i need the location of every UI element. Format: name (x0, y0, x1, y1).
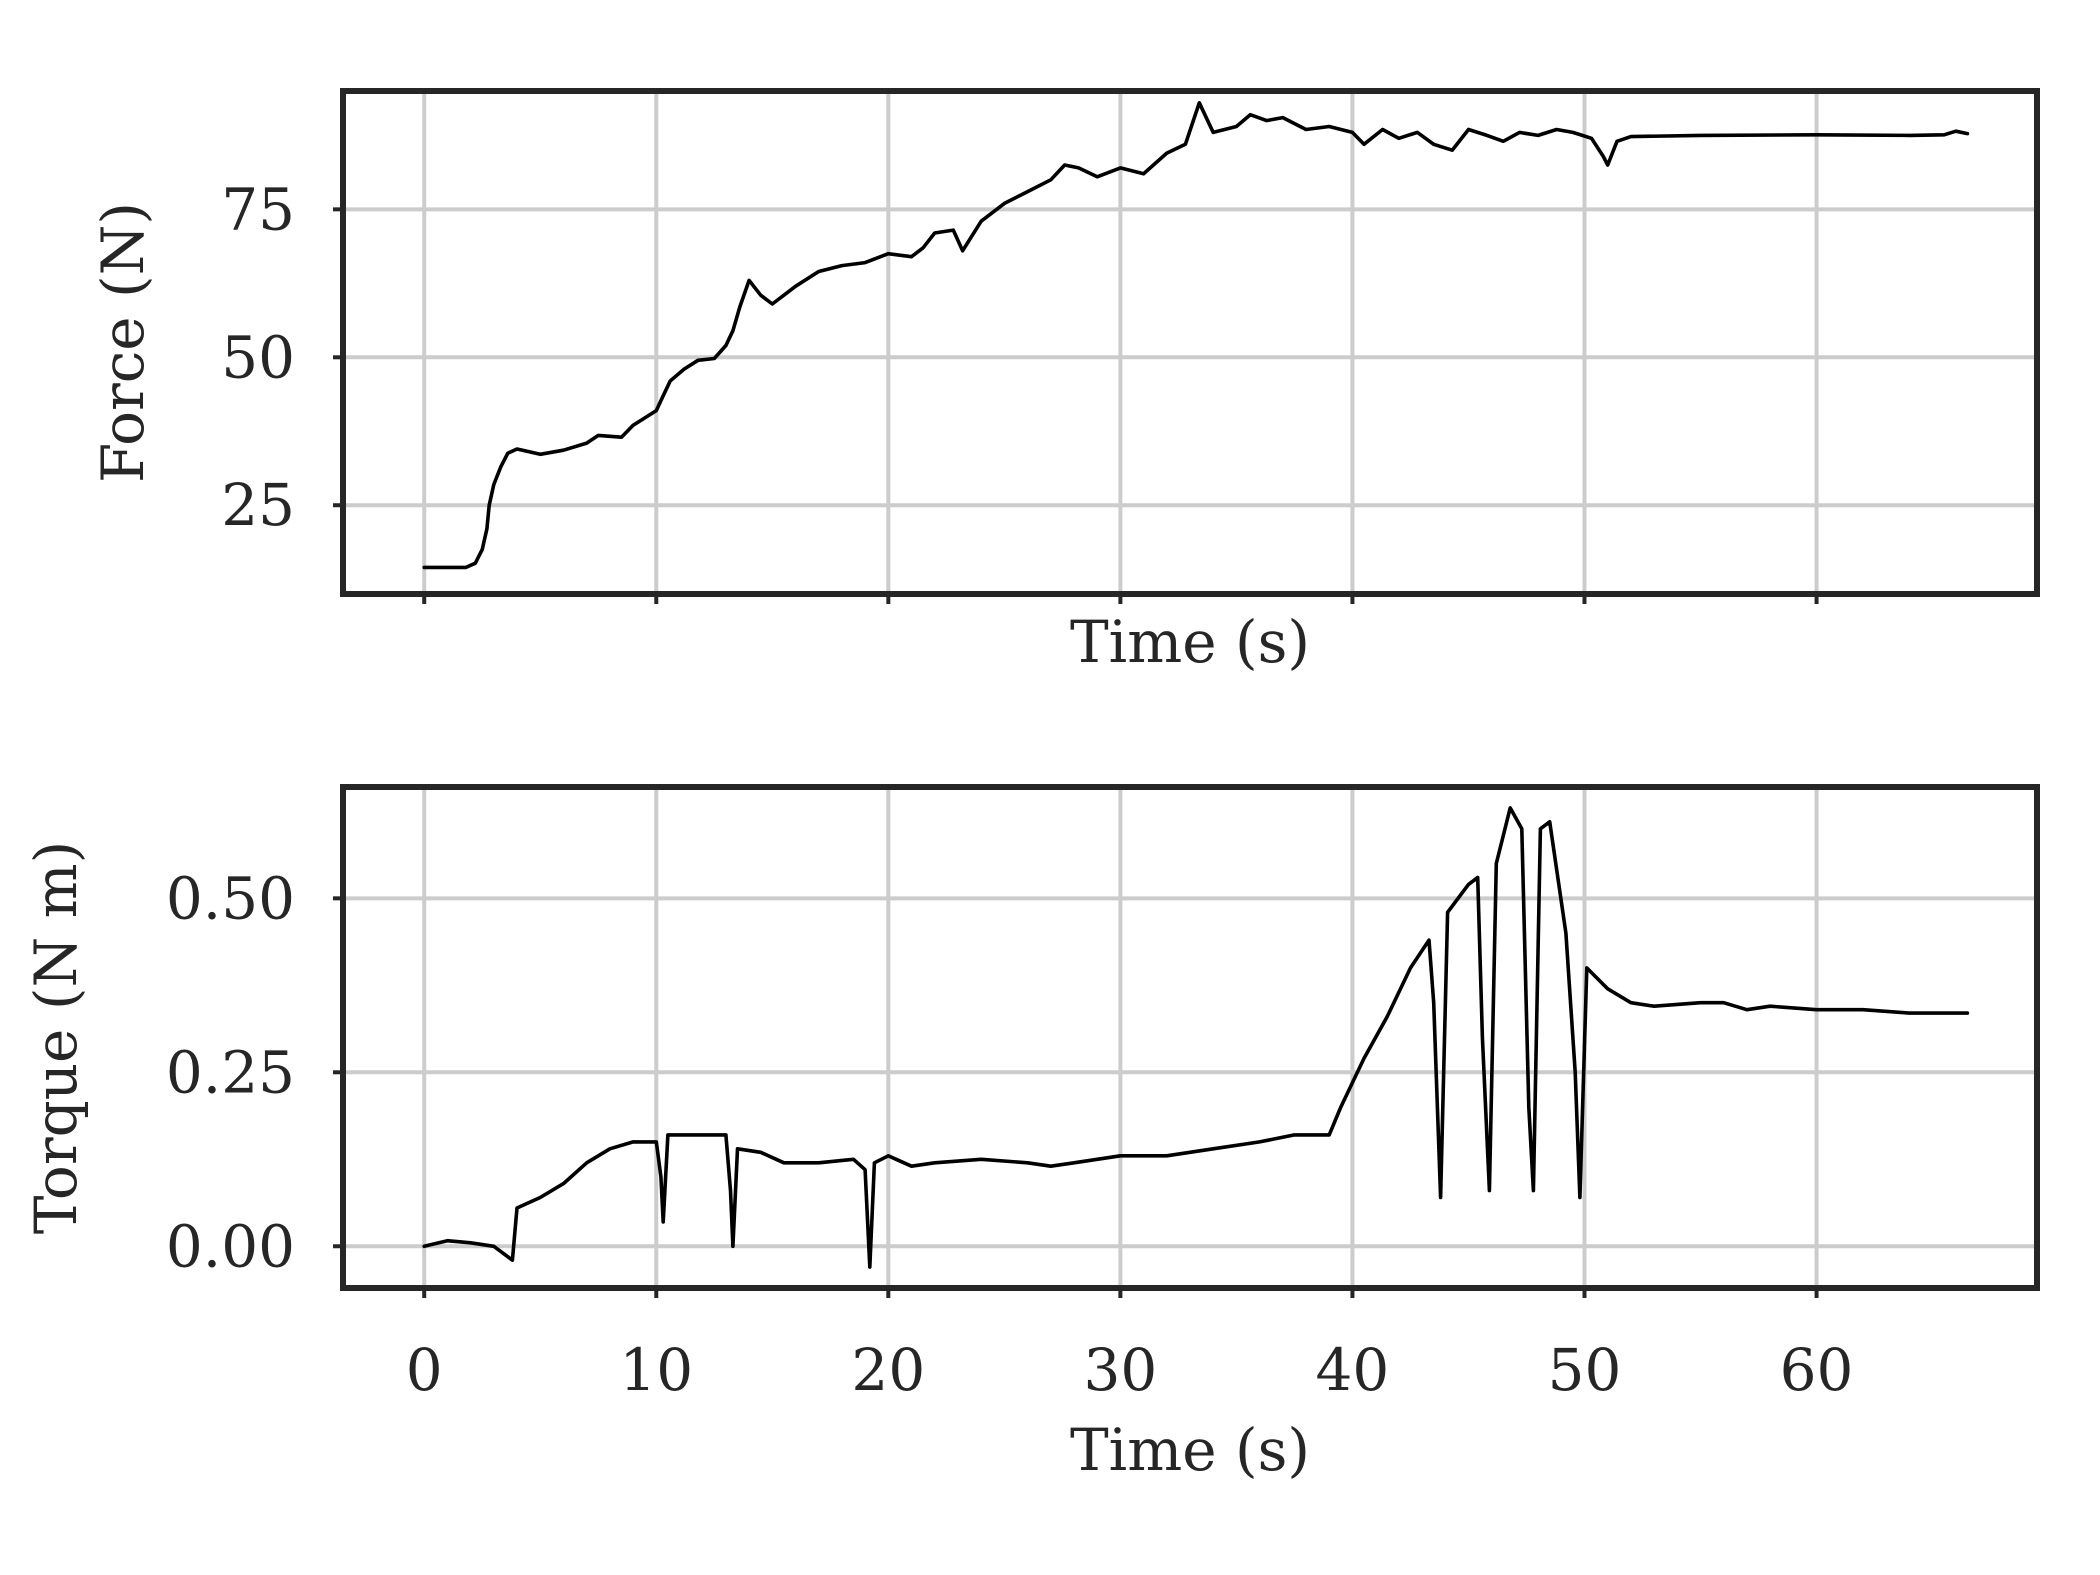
y-tick-label: 0.00 (166, 1212, 295, 1280)
x-tick-label: 20 (851, 1336, 925, 1404)
force-panel: 25 50 75 Time (s) Force (N) (89, 88, 2040, 676)
series-line (422, 101, 1970, 570)
y-tick-label: 50 (221, 323, 295, 391)
x-tick-label: 50 (1548, 1336, 1622, 1404)
x-tick-label: 40 (1316, 1336, 1390, 1404)
y-tick-label: 25 (221, 471, 295, 539)
x-tick-label: 30 (1083, 1336, 1157, 1404)
plot-frame (340, 784, 2040, 1291)
x-tick-label: 60 (1780, 1336, 1854, 1404)
y-tick-label: 0.50 (166, 864, 295, 932)
torque-panel: 0.00 0.25 0.50 0 10 20 30 40 50 60 Time (s) Torque … (22, 784, 2040, 1484)
x-tick-label: 10 (619, 1336, 693, 1404)
x-axis-label: Time (s) (1070, 608, 1310, 676)
plot-frame (340, 88, 2040, 597)
series-line (422, 806, 1970, 1269)
y-axis-label: Force (N) (89, 202, 157, 483)
y-tick-label: 75 (221, 175, 295, 243)
x-axis-label: Time (s) (1070, 1416, 1310, 1484)
x-tick-label: 0 (406, 1336, 443, 1404)
y-axis-label: Torque (N m) (22, 841, 90, 1235)
y-tick-label: 0.25 (166, 1038, 295, 1106)
